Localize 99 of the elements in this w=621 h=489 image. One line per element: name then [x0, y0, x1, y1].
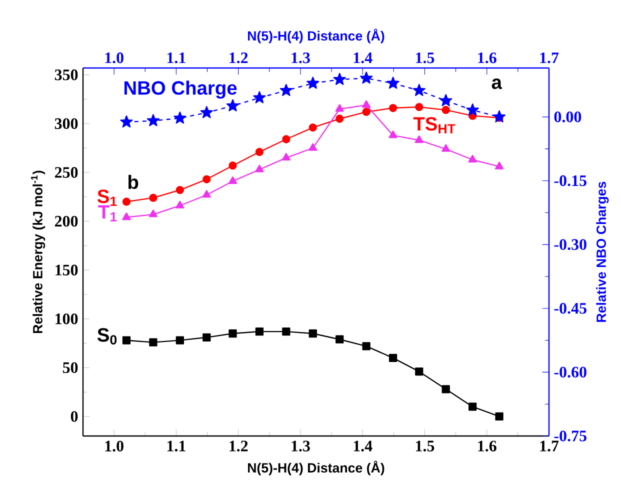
point: [255, 327, 264, 336]
point: [412, 84, 426, 96]
y-tick-label: 0: [70, 411, 78, 422]
y2-axis-title: Relative NBO Charges: [596, 182, 609, 322]
point: [336, 335, 344, 344]
x-tick-label: 1.7: [540, 440, 559, 452]
point: [280, 84, 292, 96]
point: [202, 190, 211, 198]
point: [333, 72, 346, 85]
point: [442, 144, 450, 152]
y-tick-label: 300: [54, 118, 78, 130]
x-axis-title: N(5)-H(4) Distance (Å): [248, 460, 384, 476]
series-label: S$_{0}$: [97, 328, 117, 345]
point: [415, 368, 424, 376]
x2-tick-label: 1.2: [230, 52, 248, 64]
point: [228, 162, 237, 170]
point: [362, 108, 370, 116]
point: [415, 102, 424, 112]
y2-tick-label: -0.75: [554, 430, 586, 442]
x2-tick-label: 1.6: [478, 52, 496, 64]
x2-tick-label: 1.1: [167, 52, 186, 64]
point: [388, 104, 398, 112]
point: [492, 110, 506, 122]
point: [174, 112, 186, 124]
y-tick-label: 350: [54, 69, 78, 80]
x-tick-label: 1.2: [230, 440, 248, 452]
point: [468, 402, 477, 411]
point: [440, 94, 452, 106]
point: [335, 104, 344, 112]
point: [202, 175, 211, 184]
point: [122, 198, 131, 206]
point: [388, 354, 398, 362]
point: [468, 154, 477, 162]
x-tick-label: 1.6: [478, 440, 496, 452]
point: [308, 123, 317, 132]
point: [122, 336, 131, 344]
y2-tick-label: -0.30: [554, 239, 586, 250]
point: [226, 99, 240, 112]
x-tick-label: 1.1: [167, 440, 186, 452]
point: [255, 148, 264, 156]
point: [282, 327, 290, 336]
point: [306, 76, 320, 89]
point: [414, 135, 424, 143]
y2-tick-label: -0.15: [554, 175, 586, 186]
point: [282, 135, 290, 144]
point: [176, 186, 184, 194]
x2-tick-label: 1.5: [416, 52, 434, 64]
point: [228, 329, 237, 338]
y2-tick-label: 0.00: [554, 111, 582, 122]
series-label: NBO Charge: [124, 80, 237, 99]
point: [466, 104, 479, 116]
point: [202, 333, 211, 342]
point: [308, 143, 318, 151]
series-label: T$_{1}$: [98, 205, 117, 222]
y-tick-label: 150: [56, 264, 78, 276]
x-tick-label: 1.3: [292, 440, 310, 452]
point: [442, 106, 450, 114]
point: [494, 162, 504, 170]
point: [282, 152, 290, 161]
point: [362, 100, 371, 108]
point: [200, 106, 213, 118]
point: [360, 72, 373, 84]
point: [122, 212, 131, 220]
point: [149, 338, 158, 346]
point: [253, 91, 266, 104]
y-tick-label: 200: [54, 216, 78, 227]
point: [336, 114, 344, 123]
annotation: b: [128, 174, 138, 190]
point: [255, 164, 264, 172]
y-axis-title: Relative Energy (kJ mol$^{-1}$): [31, 170, 46, 334]
point: [386, 76, 400, 89]
point: [495, 412, 504, 421]
point: [228, 176, 238, 184]
x2-tick-label: 1.0: [105, 52, 124, 64]
x2-tick-label: 1.3: [292, 52, 310, 64]
y2-tick-label: -0.45: [554, 302, 586, 314]
series-label: S$_{1}$: [97, 190, 117, 206]
point: [308, 329, 317, 338]
point: [176, 200, 184, 208]
point: [176, 336, 184, 344]
x2-tick-label: 1.7: [540, 52, 559, 64]
y-tick-label: 250: [54, 167, 78, 178]
y-tick-label: 100: [56, 313, 78, 324]
y-tick-label: 50: [62, 362, 78, 374]
x-tick-label: 1.4: [354, 440, 372, 452]
annotation: TS$_{HT}$: [413, 117, 456, 134]
x2-axis-title: N(5)-H(4) Distance (Å): [248, 28, 384, 44]
point: [362, 342, 370, 350]
point: [149, 194, 158, 202]
y2-tick-label: -0.60: [554, 366, 586, 378]
annotation: a: [492, 78, 502, 90]
point: [120, 115, 133, 128]
point: [442, 385, 450, 394]
x-tick-label: 1.0: [105, 440, 124, 452]
point: [388, 130, 398, 138]
point: [148, 210, 158, 218]
x2-tick-label: 1.4: [354, 52, 372, 64]
point: [146, 114, 160, 126]
x-tick-label: 1.5: [416, 440, 434, 452]
